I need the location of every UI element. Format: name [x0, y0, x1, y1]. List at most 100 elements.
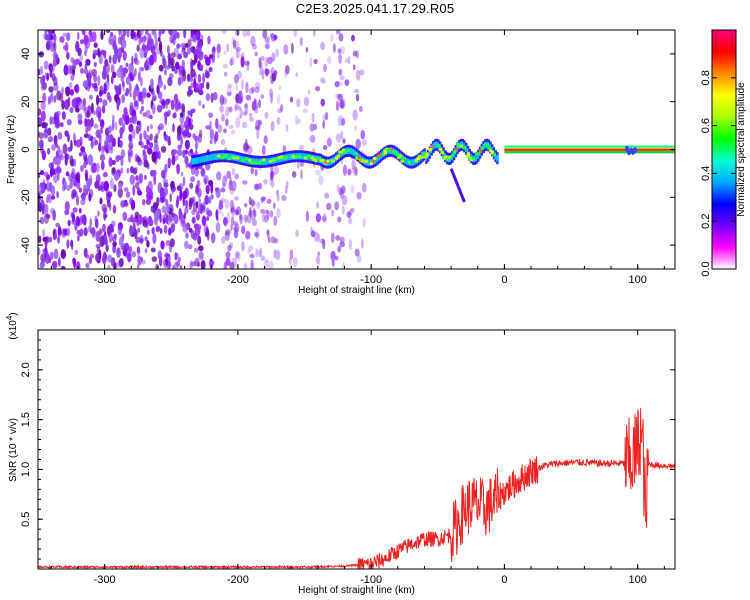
noise-dot: [219, 94, 225, 106]
signal-core: [267, 158, 270, 165]
noise-dot: [243, 143, 248, 152]
noise-dot: [202, 104, 205, 109]
noise-dot: [91, 226, 96, 238]
noise-dot: [189, 260, 193, 269]
noise-dot: [262, 30, 268, 39]
noise-dot: [225, 118, 229, 127]
noise-dot: [180, 42, 186, 49]
noise-dot: [159, 255, 163, 267]
noise-dot: [195, 31, 199, 40]
noise-dot: [230, 205, 236, 216]
noise-dot: [50, 35, 54, 40]
noise-dot: [258, 99, 261, 109]
noise-dot: [194, 168, 199, 177]
noise-dot: [244, 103, 248, 109]
noise-dot: [128, 82, 132, 94]
noise-dot: [177, 125, 182, 136]
noise-dot: [42, 74, 46, 85]
noise-dot: [249, 253, 255, 259]
noise-dot: [336, 184, 339, 192]
noise-dot: [198, 251, 204, 260]
noise-dot: [270, 170, 274, 181]
noise-dot: [204, 177, 208, 186]
noise-dot: [89, 33, 93, 43]
signal-peak: [360, 159, 365, 163]
noise-dot: [75, 58, 80, 65]
noise-dot: [125, 76, 131, 85]
noise-dot: [220, 212, 225, 217]
colorbar: [711, 29, 737, 270]
noise-dot: [122, 30, 127, 37]
noise-dot: [348, 209, 353, 216]
noise-dot: [66, 239, 70, 249]
noise-dot: [149, 133, 153, 141]
noise-dot: [102, 171, 108, 178]
noise-dot: [103, 213, 108, 219]
noise-dot: [54, 53, 59, 61]
noise-dot: [180, 220, 186, 227]
noise-dot: [64, 156, 68, 166]
noise-dot: [209, 139, 213, 145]
noise-dot: [235, 209, 239, 216]
colorbar-tick-label: 0.0: [700, 261, 712, 276]
noise-dot: [243, 262, 248, 269]
noise-dot: [129, 174, 136, 185]
noise-dot: [164, 69, 167, 76]
signal-core: [265, 158, 269, 165]
noise-dot: [83, 68, 88, 75]
signal-peak: [476, 152, 482, 156]
noise-dot: [194, 257, 200, 267]
noise-dot: [350, 207, 355, 213]
noise-dot: [291, 42, 294, 54]
noise-dot: [264, 43, 270, 50]
noise-dot: [48, 136, 53, 141]
noise-dot: [354, 125, 358, 131]
noise-dot: [264, 209, 269, 214]
noise-dot: [276, 189, 279, 196]
noise-dot: [52, 59, 57, 67]
noise-dot: [230, 207, 236, 213]
noise-dot: [69, 107, 74, 113]
noise-dot: [273, 237, 278, 244]
noise-dot: [352, 109, 358, 121]
signal-peak: [273, 157, 279, 161]
noise-dot: [38, 108, 42, 116]
x-tick-label: -300: [94, 574, 116, 586]
noise-dot: [152, 233, 157, 245]
noise-dot: [361, 182, 367, 193]
noise-dot: [246, 213, 252, 224]
noise-dot: [342, 164, 347, 176]
noise-dot: [124, 91, 129, 97]
noise-dot: [53, 95, 57, 103]
noise-dot: [245, 230, 251, 240]
noise-dot: [335, 133, 342, 143]
noise-dot: [61, 86, 64, 96]
noise-dot: [320, 77, 325, 84]
noise-dot: [165, 257, 169, 266]
noise-dot: [174, 68, 178, 75]
noise-dot: [260, 208, 265, 214]
noise-dot: [112, 114, 115, 123]
noise-dot: [252, 200, 256, 206]
noise-dot: [358, 106, 363, 112]
noise-dot: [73, 179, 78, 187]
noise-dot: [41, 257, 45, 263]
noise-dot: [149, 124, 153, 130]
noise-dot: [141, 36, 146, 45]
noise-dot: [234, 196, 239, 201]
noise-dot: [171, 154, 176, 166]
noise-dot: [340, 45, 345, 55]
noise-dot: [285, 180, 289, 189]
noise-dot: [210, 193, 214, 200]
y-tick-label: 0.5: [20, 512, 32, 527]
noise-dot: [355, 138, 361, 150]
noise-dot: [334, 81, 340, 88]
noise-dot: [323, 63, 327, 73]
noise-dot: [89, 256, 92, 264]
noise-dot: [108, 157, 113, 167]
noise-dot: [324, 192, 330, 199]
noise-dot: [136, 155, 140, 162]
noise-dot: [170, 180, 175, 190]
colorbar-tick-label: 0.4: [700, 166, 712, 181]
